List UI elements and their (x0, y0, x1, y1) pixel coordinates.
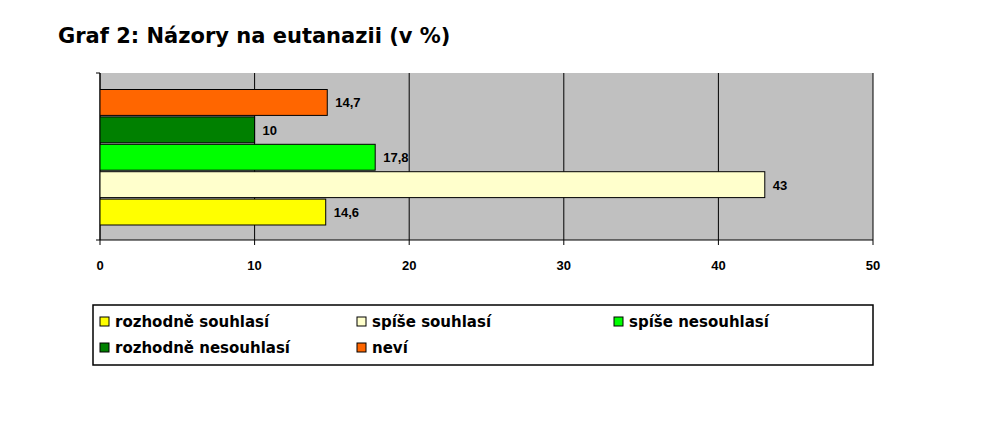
data-labels: 14,6 43 17,8 10 14,7 (263, 95, 788, 220)
data-label: 14,7 (335, 95, 360, 110)
plot-background (100, 73, 873, 240)
bar (100, 172, 765, 198)
tick-mark (254, 240, 255, 245)
bar (100, 90, 327, 116)
tick-label: 50 (866, 258, 880, 273)
bar (100, 117, 255, 143)
grid-line (409, 73, 410, 240)
y-tick-mark (96, 240, 100, 241)
chart-svg: Graf 2: Názory na eutanazii (v %) 0 10 20 30… (0, 0, 995, 432)
y-tick-mark (96, 73, 100, 74)
title: Graf 2: Názory na eutanazii (v %) (58, 24, 450, 48)
x-axis (100, 240, 873, 241)
legend-swatch (357, 317, 366, 326)
grid-line (873, 73, 874, 240)
legend-label: spíše souhlasí (372, 313, 492, 331)
legend-label: rozhodně nesouhlasí (115, 339, 291, 357)
tick-label: 0 (96, 258, 103, 273)
tick-mark (718, 240, 719, 245)
legend-swatch (357, 343, 366, 352)
grid-line (563, 73, 564, 240)
tick-label: 30 (557, 258, 571, 273)
legend-label: rozhodně souhlasí (115, 313, 270, 331)
tick-mark (563, 240, 564, 245)
tick-label: 20 (402, 258, 416, 273)
legend-swatch (100, 343, 109, 352)
legend-swatch (100, 317, 109, 326)
tick-label: 40 (711, 258, 725, 273)
data-label: 14,6 (334, 205, 359, 220)
legend-label: spíše nesouhlasí (629, 313, 770, 331)
legend-label: neví (372, 339, 409, 357)
bar (100, 199, 326, 225)
legend-swatch (614, 317, 623, 326)
bar (100, 144, 375, 170)
tick-mark (873, 240, 874, 245)
grid-line (718, 73, 719, 240)
data-label: 43 (773, 178, 787, 193)
data-label: 10 (263, 123, 277, 138)
bars (100, 90, 765, 226)
chart-container: Graf 2: Názory na eutanazii (v %) 0 10 20 30… (0, 0, 995, 432)
tick-mark (409, 240, 410, 245)
data-label: 17,8 (383, 150, 408, 165)
tick-label: 10 (247, 258, 261, 273)
tick-mark (100, 240, 101, 245)
legend-box (93, 305, 873, 365)
